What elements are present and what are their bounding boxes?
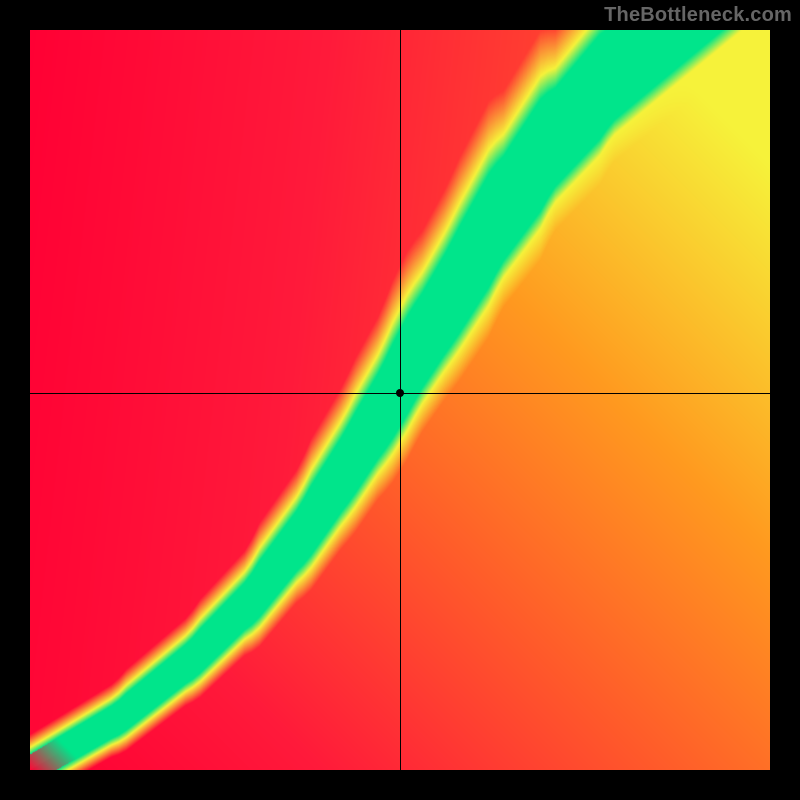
chart-container: TheBottleneck.com	[0, 0, 800, 800]
data-point-marker	[396, 389, 404, 397]
crosshair-vertical	[400, 30, 401, 770]
watermark-text: TheBottleneck.com	[604, 4, 792, 27]
plot-area	[30, 30, 770, 770]
